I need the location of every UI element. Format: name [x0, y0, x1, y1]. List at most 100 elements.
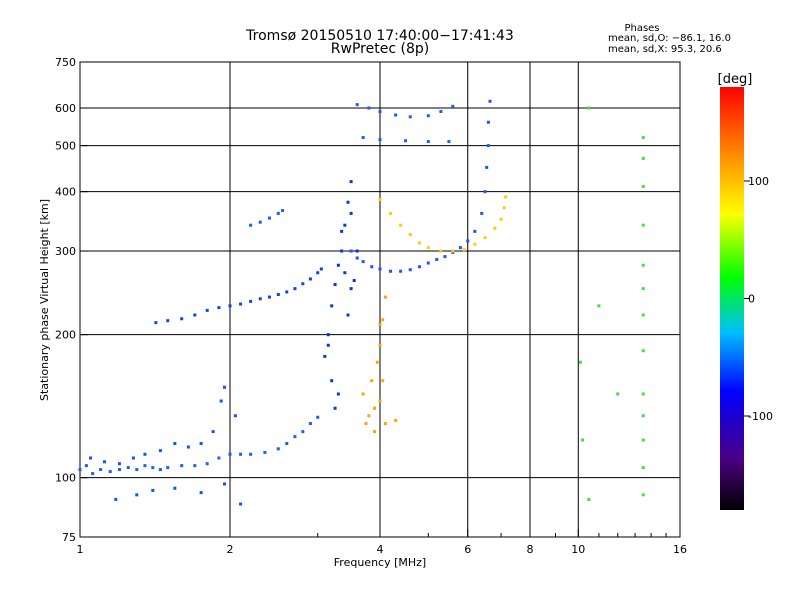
- colorbar-tick-label: 100: [748, 175, 769, 188]
- data-point: [166, 466, 170, 470]
- colorbar-tick-label: -100: [748, 410, 773, 423]
- data-point: [641, 263, 645, 267]
- data-point: [258, 220, 262, 224]
- data-point: [199, 442, 203, 446]
- colorbar: [720, 87, 744, 510]
- data-point: [336, 263, 340, 267]
- data-point: [641, 287, 645, 291]
- colorbar-tick-label: 0: [748, 293, 755, 306]
- data-point: [587, 106, 591, 110]
- data-point: [488, 99, 492, 103]
- data-point: [447, 140, 451, 144]
- data-point: [117, 462, 121, 466]
- phase-stats-x: mean, sd,X: 95.3, 20.6: [608, 44, 722, 55]
- data-point: [263, 450, 267, 454]
- data-point: [480, 211, 484, 215]
- data-point: [486, 120, 490, 124]
- data-point: [316, 415, 320, 419]
- data-point: [355, 249, 359, 253]
- data-point: [367, 106, 371, 110]
- data-point: [352, 279, 356, 283]
- data-point: [426, 114, 430, 118]
- data-point: [399, 269, 403, 273]
- phase-stats-o: mean, sd,O: −86.1, 16.0: [608, 33, 731, 44]
- data-point: [355, 256, 359, 260]
- data-point: [587, 497, 591, 501]
- data-point: [151, 488, 155, 492]
- colorbar-ticks: 100 0 -100: [744, 175, 773, 423]
- data-point: [349, 249, 353, 253]
- data-point: [641, 156, 645, 160]
- data-point: [483, 236, 487, 240]
- data-point: [473, 229, 477, 233]
- data-point: [426, 140, 430, 144]
- x-tick-label: 2: [227, 543, 234, 556]
- data-point: [378, 323, 382, 327]
- data-point: [499, 217, 503, 221]
- data-point: [205, 308, 209, 312]
- data-points: [78, 99, 645, 506]
- data-point: [199, 491, 203, 495]
- data-point: [108, 470, 112, 474]
- data-point: [581, 438, 585, 442]
- data-point: [173, 486, 177, 490]
- data-point: [330, 379, 334, 383]
- data-point: [389, 211, 393, 215]
- data-point: [276, 292, 280, 296]
- data-point: [99, 468, 103, 472]
- data-point: [378, 109, 382, 113]
- data-point: [281, 209, 285, 213]
- data-point: [217, 306, 221, 310]
- data-point: [336, 392, 340, 396]
- data-point: [486, 144, 490, 148]
- data-point: [326, 333, 330, 337]
- data-point: [381, 318, 385, 322]
- data-point: [343, 223, 347, 227]
- data-point: [408, 233, 412, 237]
- y-tick-label: 200: [55, 329, 76, 342]
- data-point: [211, 430, 215, 434]
- data-point: [597, 304, 601, 308]
- data-point: [249, 299, 253, 303]
- data-point: [361, 136, 365, 140]
- x-tick-label: 4: [377, 543, 384, 556]
- data-point: [417, 241, 421, 245]
- data-point: [285, 290, 289, 294]
- data-point: [466, 239, 470, 243]
- data-point: [239, 302, 243, 306]
- data-point: [373, 406, 377, 410]
- data-point: [180, 317, 184, 321]
- data-point: [151, 466, 155, 470]
- data-point: [394, 418, 398, 422]
- data-point: [349, 211, 353, 215]
- data-point: [641, 349, 645, 353]
- x-tick-label: 1: [77, 543, 84, 556]
- data-point: [135, 493, 139, 497]
- data-point: [399, 223, 403, 227]
- data-point: [439, 249, 443, 253]
- data-point: [408, 268, 412, 272]
- data-point: [502, 206, 506, 210]
- data-point: [641, 223, 645, 227]
- x-axis-label: Frequency [MHz]: [334, 556, 426, 569]
- data-point: [135, 468, 139, 472]
- data-point: [308, 422, 312, 426]
- phase-stats-title: Phases: [624, 23, 659, 34]
- data-point: [378, 343, 382, 347]
- data-point: [375, 360, 379, 364]
- data-point: [641, 392, 645, 396]
- data-point: [378, 138, 382, 142]
- data-point: [381, 379, 385, 383]
- data-point: [89, 456, 93, 460]
- data-point: [193, 464, 197, 468]
- y-tick-label: 600: [55, 102, 76, 115]
- data-point: [378, 399, 382, 403]
- data-point: [276, 447, 280, 451]
- data-point: [462, 248, 466, 252]
- data-point: [370, 379, 374, 383]
- data-point: [458, 246, 462, 250]
- data-point: [451, 249, 455, 253]
- data-point: [223, 385, 227, 389]
- data-point: [267, 295, 271, 299]
- x-tick-label: 6: [464, 543, 471, 556]
